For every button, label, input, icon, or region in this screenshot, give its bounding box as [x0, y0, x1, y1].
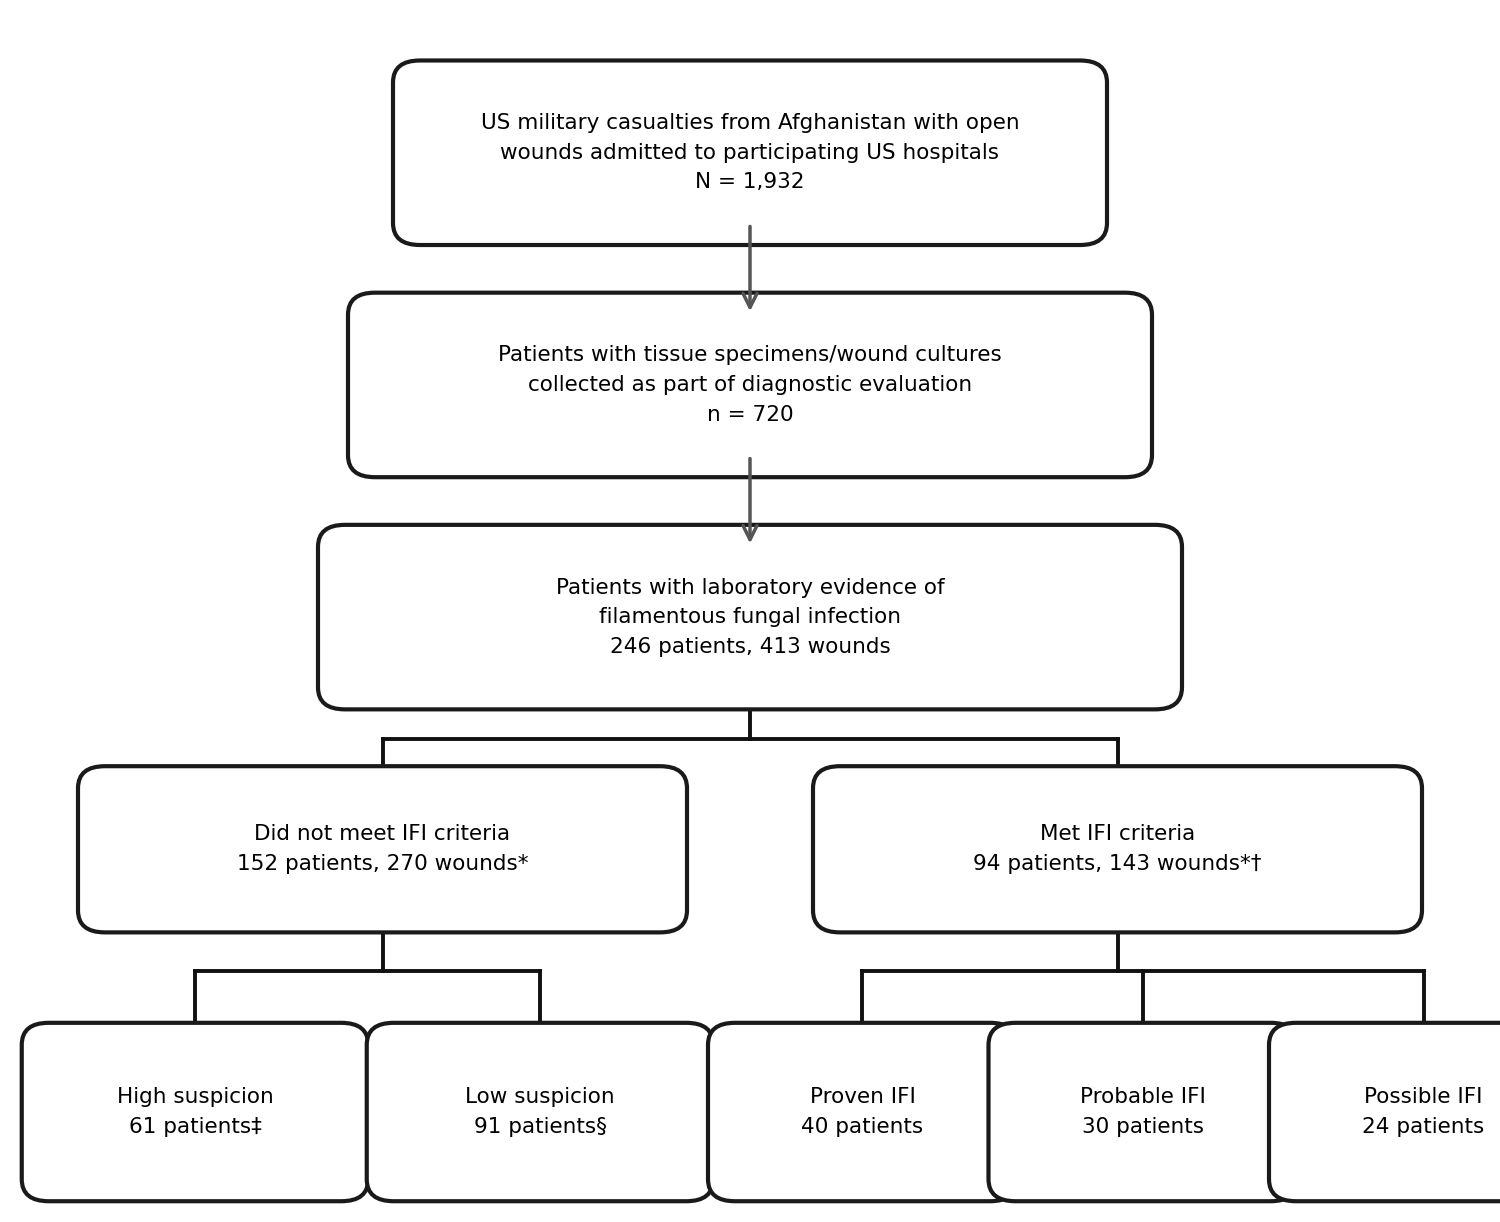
FancyBboxPatch shape: [318, 525, 1182, 709]
Text: Patients with laboratory evidence of
filamentous fungal infection
246 patients, : Patients with laboratory evidence of fil…: [555, 578, 945, 656]
Text: Low suspicion
91 patients§: Low suspicion 91 patients§: [465, 1088, 615, 1136]
Text: High suspicion
61 patients‡: High suspicion 61 patients‡: [117, 1088, 273, 1136]
FancyBboxPatch shape: [393, 60, 1107, 244]
FancyBboxPatch shape: [78, 766, 687, 932]
FancyBboxPatch shape: [988, 1023, 1298, 1201]
Text: Possible IFI
24 patients: Possible IFI 24 patients: [1362, 1088, 1485, 1136]
Text: Patients with tissue specimens/wound cultures
collected as part of diagnostic ev: Patients with tissue specimens/wound cul…: [498, 346, 1002, 424]
Text: Probable IFI
30 patients: Probable IFI 30 patients: [1080, 1088, 1206, 1136]
FancyBboxPatch shape: [708, 1023, 1017, 1201]
FancyBboxPatch shape: [348, 292, 1152, 477]
Text: Met IFI criteria
94 patients, 143 wounds*†: Met IFI criteria 94 patients, 143 wounds…: [974, 825, 1262, 874]
FancyBboxPatch shape: [366, 1023, 714, 1201]
FancyBboxPatch shape: [1269, 1023, 1500, 1201]
FancyBboxPatch shape: [22, 1023, 369, 1201]
Text: Proven IFI
40 patients: Proven IFI 40 patients: [801, 1088, 924, 1136]
Text: US military casualties from Afghanistan with open
wounds admitted to participati: US military casualties from Afghanistan …: [480, 114, 1020, 192]
FancyBboxPatch shape: [813, 766, 1422, 932]
Text: Did not meet IFI criteria
152 patients, 270 wounds*: Did not meet IFI criteria 152 patients, …: [237, 825, 528, 874]
